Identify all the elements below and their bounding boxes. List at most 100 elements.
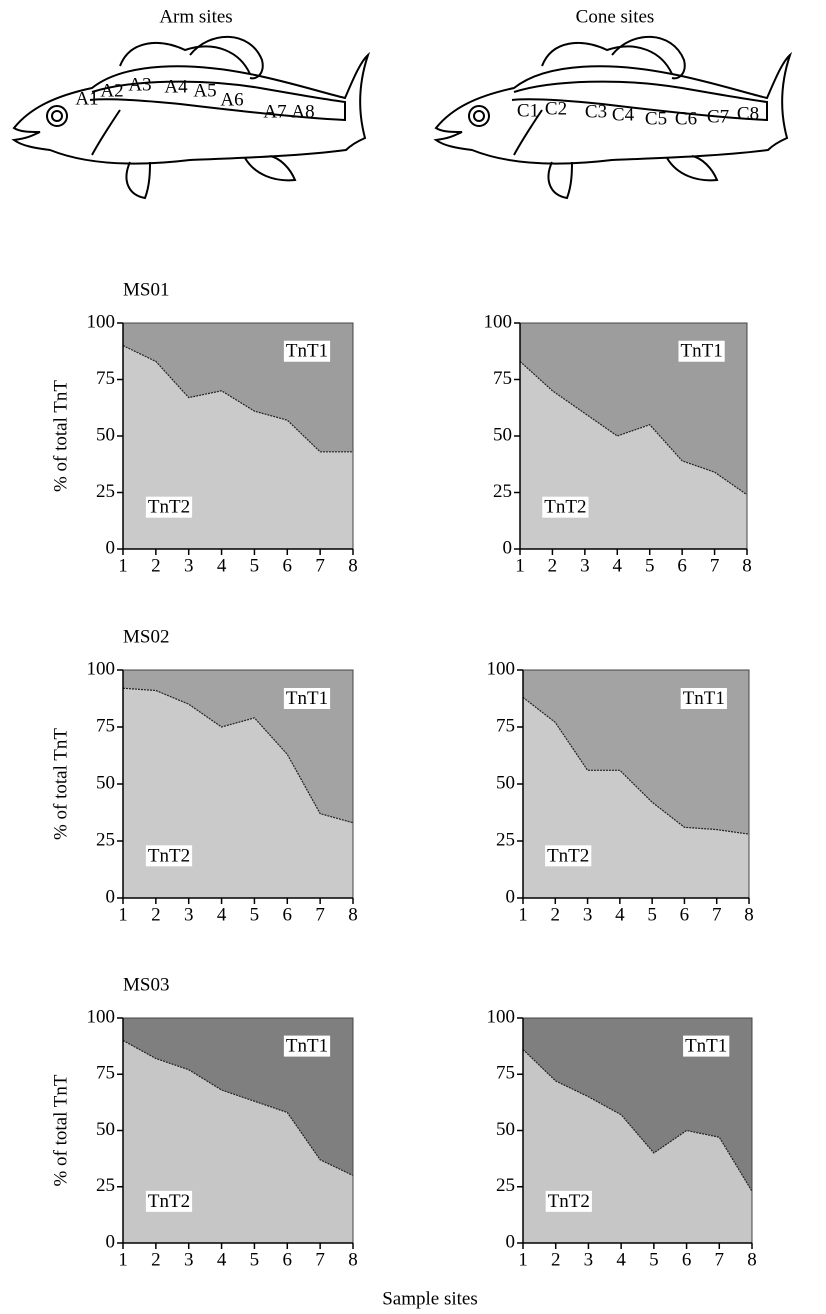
series-label: TnT1 bbox=[286, 1036, 328, 1057]
x-tick-label: 1 bbox=[515, 555, 525, 576]
series-label: TnT2 bbox=[548, 1191, 590, 1212]
site-label: A7 bbox=[263, 101, 286, 122]
y-tick-label: 50 bbox=[496, 1119, 515, 1140]
site-label: C1 bbox=[517, 100, 539, 121]
x-tick-label: 1 bbox=[518, 904, 528, 925]
y-tick-label: 75 bbox=[496, 1063, 515, 1084]
series-label: TnT2 bbox=[547, 845, 589, 866]
x-tick-label: 7 bbox=[715, 1249, 725, 1270]
x-axis-label: Sample sites bbox=[382, 1288, 478, 1309]
x-tick-label: 1 bbox=[518, 1249, 528, 1270]
x-tick-label: 1 bbox=[118, 1249, 128, 1270]
series-label-box bbox=[680, 687, 727, 709]
site-label: C8 bbox=[737, 103, 759, 124]
site-label: C6 bbox=[675, 108, 697, 129]
site-label: A6 bbox=[220, 89, 243, 110]
y-tick-label: 0 bbox=[106, 537, 116, 558]
y-tick-label: 100 bbox=[487, 1006, 516, 1027]
x-tick-label: 3 bbox=[184, 1249, 194, 1270]
y-tick-label: 75 bbox=[96, 1063, 115, 1084]
x-tick-label: 5 bbox=[645, 555, 655, 576]
x-tick-label: 3 bbox=[184, 904, 194, 925]
x-tick-label: 2 bbox=[151, 1249, 161, 1270]
x-tick-label: 2 bbox=[551, 1249, 561, 1270]
x-tick-label: 8 bbox=[747, 1249, 757, 1270]
y-tick-label: 25 bbox=[96, 1175, 115, 1196]
boundary-line bbox=[522, 1049, 753, 1192]
x-tick-label: 5 bbox=[250, 555, 260, 576]
x-tick-label: 6 bbox=[680, 904, 690, 925]
y-tick-label: 50 bbox=[96, 424, 115, 445]
site-label: C2 bbox=[545, 98, 567, 119]
area bbox=[123, 1018, 353, 1176]
site-label: A5 bbox=[193, 80, 216, 101]
x-tick-label: 4 bbox=[217, 555, 227, 576]
x-tick-label: 5 bbox=[647, 904, 657, 925]
y-tick-label: 50 bbox=[496, 772, 515, 793]
x-tick-label: 7 bbox=[712, 904, 722, 925]
series-label-box bbox=[283, 687, 331, 709]
x-tick-label: 2 bbox=[151, 904, 161, 925]
boundary-line bbox=[519, 360, 748, 496]
y-tick-label: 0 bbox=[106, 1231, 116, 1252]
series-label-box bbox=[545, 1190, 592, 1212]
series-label: TnT2 bbox=[148, 845, 190, 866]
x-tick-label: 6 bbox=[682, 1249, 692, 1270]
y-tick-label: 25 bbox=[496, 1175, 515, 1196]
site-label: C4 bbox=[612, 104, 635, 125]
series-label: TnT1 bbox=[680, 341, 722, 362]
boundary-line bbox=[122, 345, 353, 453]
x-tick-label: 7 bbox=[315, 1249, 325, 1270]
site-label: A2 bbox=[100, 80, 123, 101]
series-label: TnT2 bbox=[544, 497, 586, 518]
series-label-box bbox=[678, 340, 725, 362]
series-label-box bbox=[145, 845, 193, 867]
x-tick-label: 8 bbox=[348, 904, 358, 925]
arm-title: Arm sites bbox=[159, 6, 232, 27]
y-axis-label: % of total TnT bbox=[50, 1074, 71, 1186]
x-tick-label: 5 bbox=[250, 904, 260, 925]
series-label-box bbox=[145, 1190, 193, 1212]
series-label: TnT2 bbox=[148, 1191, 190, 1212]
y-tick-label: 75 bbox=[493, 368, 512, 389]
boundary-line bbox=[122, 1039, 354, 1177]
y-tick-label: 100 bbox=[87, 311, 116, 332]
y-tick-label: 25 bbox=[96, 829, 115, 850]
x-tick-label: 1 bbox=[118, 904, 128, 925]
x-tick-label: 5 bbox=[649, 1249, 659, 1270]
x-tick-label: 4 bbox=[613, 555, 623, 576]
x-tick-label: 6 bbox=[283, 904, 293, 925]
x-tick-label: 7 bbox=[315, 555, 325, 576]
area bbox=[520, 323, 747, 495]
series-label-box bbox=[542, 496, 589, 518]
x-tick-label: 8 bbox=[348, 555, 358, 576]
series-label: TnT1 bbox=[685, 1036, 727, 1057]
site-label: A1 bbox=[75, 88, 98, 109]
x-tick-label: 3 bbox=[584, 1249, 594, 1270]
x-tick-label: 2 bbox=[551, 904, 561, 925]
x-tick-label: 8 bbox=[742, 555, 752, 576]
x-tick-label: 7 bbox=[710, 555, 720, 576]
x-tick-label: 2 bbox=[548, 555, 558, 576]
x-tick-label: 4 bbox=[217, 1249, 227, 1270]
x-tick-label: 3 bbox=[580, 555, 590, 576]
y-tick-label: 100 bbox=[87, 658, 116, 679]
series-label: TnT1 bbox=[286, 341, 328, 362]
series-label-box bbox=[283, 1035, 331, 1057]
x-tick-label: 3 bbox=[583, 904, 593, 925]
y-tick-label: 0 bbox=[106, 886, 116, 907]
y-tick-label: 100 bbox=[87, 1006, 116, 1027]
y-tick-label: 100 bbox=[484, 311, 513, 332]
y-tick-label: 0 bbox=[506, 1231, 516, 1252]
cone-title: Cone sites bbox=[576, 6, 655, 27]
y-tick-label: 0 bbox=[506, 886, 516, 907]
site-label: A3 bbox=[128, 74, 151, 95]
y-tick-label: 25 bbox=[496, 829, 515, 850]
x-tick-label: 4 bbox=[615, 904, 625, 925]
fish-drawing bbox=[11, 35, 371, 200]
panel-title: MS03 bbox=[123, 974, 169, 995]
area bbox=[523, 670, 749, 835]
x-tick-label: 2 bbox=[151, 555, 161, 576]
y-tick-label: 0 bbox=[503, 537, 513, 558]
